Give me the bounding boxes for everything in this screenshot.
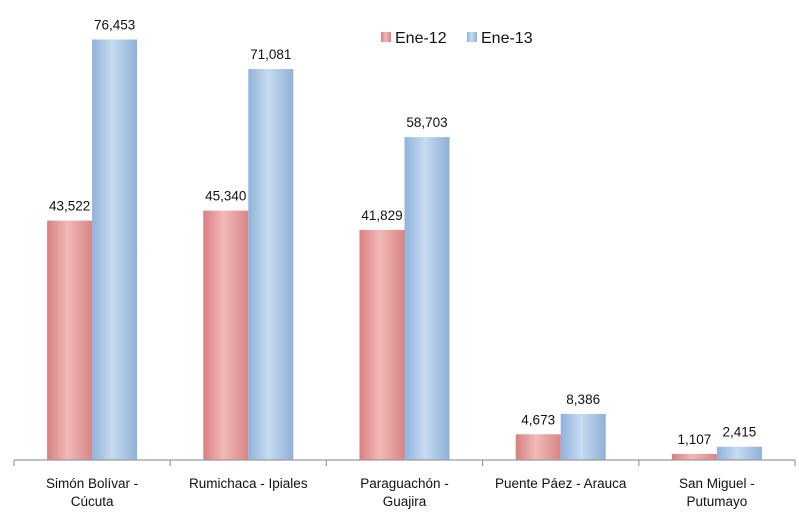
legend-swatch-ene-12 [381, 32, 391, 42]
bar-ene-13-0 [92, 39, 138, 461]
bar-ene-13-4 [716, 446, 762, 460]
bar-ene-13-1 [248, 69, 294, 460]
data-label-ene-12-0: 43,522 [49, 199, 90, 214]
bar-ene-12-3 [515, 434, 561, 460]
data-label-ene-13-0: 76,453 [94, 18, 135, 33]
bar-ene-12-1 [203, 210, 249, 460]
data-label-ene-13-2: 58,703 [406, 115, 447, 130]
legend-label-ene-12: Ene-12 [395, 30, 447, 47]
data-label-ene-13-1: 71,081 [250, 47, 291, 62]
legend: Ene-12 Ene-13 [381, 30, 533, 47]
data-label-ene-13-4: 2,415 [723, 425, 757, 440]
data-label-ene-12-1: 45,340 [205, 189, 246, 204]
data-label-ene-13-3: 8,386 [566, 392, 600, 407]
legend-swatch-ene-13 [467, 32, 477, 42]
bar-ene-13-3 [560, 413, 606, 460]
bar-ene-12-2 [359, 229, 405, 460]
legend-label-ene-13: Ene-13 [481, 30, 533, 47]
bar-ene-12-4 [671, 453, 717, 460]
category-label-2: Paraguachón -Guajira [360, 476, 449, 509]
category-label-1: Rumichaca - Ipiales [189, 476, 308, 491]
bar-ene-13-2 [404, 137, 450, 461]
data-labels-layer: 43,522 76,453 45,340 71,081 41,829 58,703 4,67… [49, 18, 756, 447]
bars-layer [47, 39, 762, 461]
x-axis: Simón Bolívar -Cúcuta Rumichaca - Ipiales… [13, 459, 796, 509]
category-label-0: Simón Bolívar -Cúcuta [46, 476, 138, 509]
category-label-3: Puente Páez - Arauca [495, 476, 627, 491]
data-label-ene-12-4: 1,107 [678, 432, 712, 447]
bar-ene-12-0 [47, 220, 93, 460]
category-label-4: San Miguel -Putumayo [679, 476, 755, 509]
data-label-ene-12-2: 41,829 [361, 208, 402, 223]
data-label-ene-12-3: 4,673 [521, 412, 555, 427]
